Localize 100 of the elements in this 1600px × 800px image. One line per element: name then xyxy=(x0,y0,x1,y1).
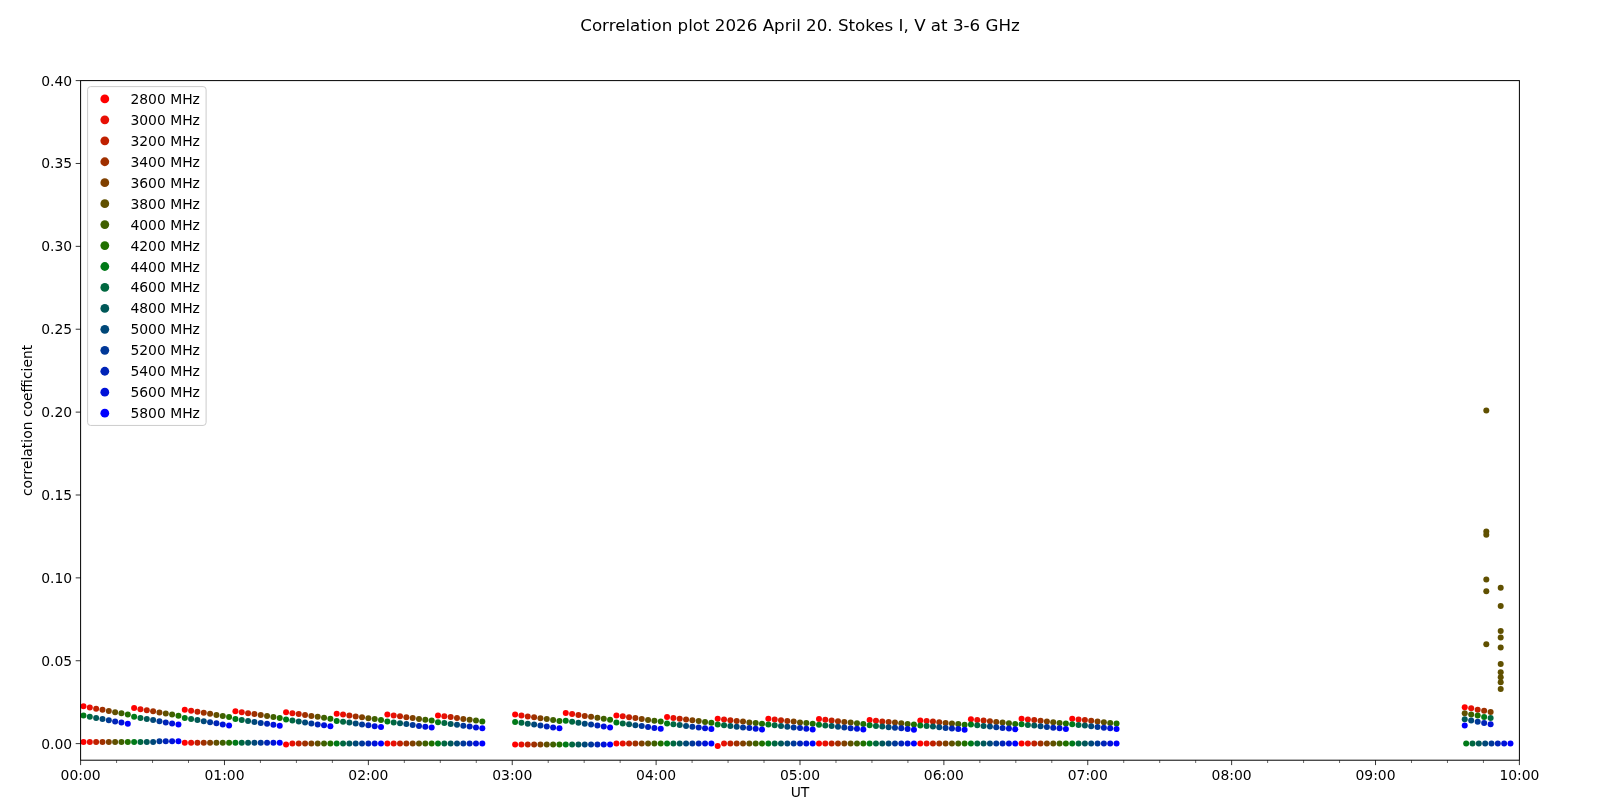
point xyxy=(194,717,201,724)
point xyxy=(524,741,531,748)
point xyxy=(251,739,258,746)
x-tick-label: 06:00 xyxy=(923,767,964,783)
point xyxy=(1468,705,1475,712)
point xyxy=(86,738,93,745)
point xyxy=(428,717,435,724)
point xyxy=(86,704,93,711)
legend-label: 5000 MHz xyxy=(130,321,200,338)
point xyxy=(695,740,702,747)
point xyxy=(194,739,201,746)
x-tick-label: 03:00 xyxy=(492,767,533,783)
y-tick-label: 0.05 xyxy=(41,652,73,669)
point xyxy=(1088,740,1095,747)
point xyxy=(1483,641,1490,648)
point xyxy=(295,740,302,747)
point xyxy=(105,738,112,745)
point xyxy=(181,715,188,722)
point xyxy=(397,720,404,727)
point xyxy=(207,739,214,746)
point xyxy=(600,715,607,722)
point xyxy=(200,709,207,716)
point xyxy=(721,716,728,723)
point xyxy=(575,741,582,748)
point xyxy=(479,725,486,732)
point xyxy=(575,719,582,726)
point xyxy=(112,738,119,745)
point xyxy=(872,740,879,747)
point xyxy=(581,712,588,719)
point xyxy=(1062,720,1069,727)
point xyxy=(904,726,911,733)
point xyxy=(1024,721,1031,728)
point xyxy=(99,738,106,745)
point xyxy=(518,719,525,726)
point xyxy=(543,716,550,723)
point xyxy=(512,711,519,718)
point xyxy=(219,739,226,746)
point xyxy=(1461,704,1468,711)
point xyxy=(175,721,182,728)
point xyxy=(321,722,328,729)
point xyxy=(150,708,157,715)
point xyxy=(860,726,867,733)
point xyxy=(1482,740,1489,747)
point xyxy=(416,722,423,729)
point xyxy=(866,740,873,747)
point xyxy=(670,714,677,721)
point xyxy=(1037,723,1044,730)
point xyxy=(923,740,930,747)
point xyxy=(80,738,87,745)
point xyxy=(638,715,645,722)
point xyxy=(232,715,239,722)
point xyxy=(638,740,645,747)
point xyxy=(778,740,785,747)
point xyxy=(1031,717,1038,724)
point xyxy=(550,741,557,748)
point xyxy=(961,721,968,728)
point xyxy=(384,718,391,725)
point xyxy=(1088,723,1095,730)
legend-label: 3600 MHz xyxy=(130,174,200,191)
point xyxy=(302,719,309,726)
y-tick-label: 0.10 xyxy=(41,569,73,586)
point xyxy=(308,720,315,727)
point xyxy=(759,726,766,733)
point xyxy=(765,721,772,728)
point xyxy=(714,743,721,750)
point xyxy=(1062,740,1069,747)
point xyxy=(784,717,791,724)
point xyxy=(295,718,302,725)
point xyxy=(1081,717,1088,724)
point xyxy=(638,723,645,730)
point xyxy=(131,713,138,720)
point xyxy=(727,740,734,747)
point xyxy=(721,740,728,747)
point xyxy=(1461,722,1468,729)
point xyxy=(251,718,258,725)
point xyxy=(441,740,448,747)
point xyxy=(1037,717,1044,724)
point xyxy=(1497,679,1504,686)
point xyxy=(626,721,633,728)
point xyxy=(784,723,791,730)
point xyxy=(581,720,588,727)
point xyxy=(1094,724,1101,731)
point xyxy=(765,715,772,722)
point xyxy=(879,718,886,725)
y-tick-label: 0.15 xyxy=(41,486,73,503)
point xyxy=(740,718,747,725)
x-tick-label: 00:00 xyxy=(60,767,101,783)
point xyxy=(1050,724,1057,731)
point xyxy=(428,740,435,747)
point xyxy=(518,712,525,719)
point xyxy=(1497,685,1504,692)
point xyxy=(194,708,201,715)
point xyxy=(847,740,854,747)
point xyxy=(352,713,359,720)
point xyxy=(531,741,538,748)
point xyxy=(986,723,993,730)
point xyxy=(714,715,721,722)
point xyxy=(676,722,683,729)
point xyxy=(917,717,924,724)
point xyxy=(466,723,473,730)
